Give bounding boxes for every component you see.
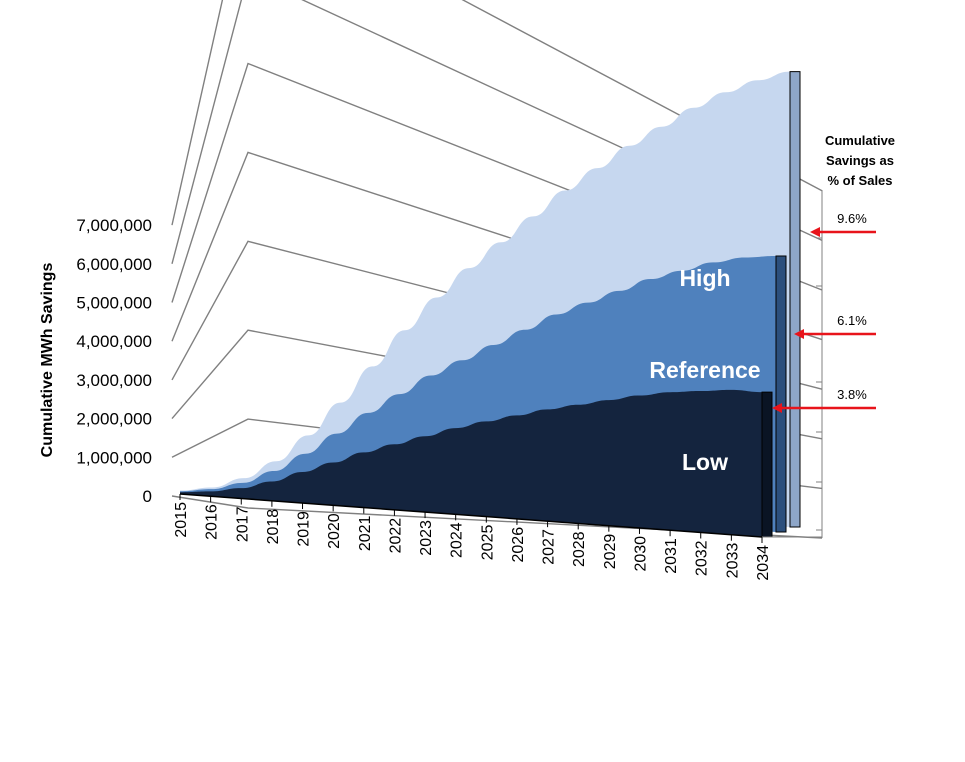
- x-tick-label: 2031: [663, 538, 680, 574]
- gridline: [171, 0, 823, 226]
- secondary-axis-title-line: Cumulative: [825, 133, 895, 148]
- series-label-high: High: [679, 265, 730, 291]
- arrow-head-reference: [794, 329, 804, 339]
- y-axis-title: Cumulative MWh Savings: [39, 263, 56, 458]
- x-tick-label: 2033: [724, 543, 741, 579]
- x-tick-label: 2028: [571, 531, 588, 567]
- arrow-head-high: [810, 227, 820, 237]
- x-tick-label: 2020: [326, 513, 343, 549]
- y-tick-label: 4,000,000: [76, 332, 152, 351]
- y-tick-label: 6,000,000: [76, 255, 152, 274]
- y-tick-label: 7,000,000: [76, 216, 152, 235]
- x-tick-label: 2027: [541, 529, 558, 565]
- x-tick-label: 2022: [387, 518, 404, 554]
- y-tick-label: 3,000,000: [76, 371, 152, 390]
- x-tick-label: 2025: [479, 525, 496, 561]
- x-axis-line: [179, 493, 763, 538]
- x-tick-label: 2030: [632, 536, 649, 572]
- x-tick-label: 2018: [265, 509, 282, 545]
- pct-label-high: 9.6%: [837, 211, 867, 226]
- series-label-low: Low: [682, 449, 728, 475]
- secondary-axis-title-line: Savings as: [826, 153, 894, 168]
- area-low: [180, 389, 762, 537]
- x-tick-label: 2032: [694, 540, 711, 576]
- y-tick-label: 5,000,000: [76, 294, 152, 313]
- secondary-axis-title-line: % of Sales: [827, 173, 892, 188]
- area-cap-low: [761, 391, 773, 538]
- pct-label-low: 3.8%: [837, 387, 867, 402]
- x-tick-label: 2023: [418, 520, 435, 556]
- y-tick-label: 0: [143, 487, 152, 506]
- x-tick-label: 2029: [602, 534, 619, 570]
- x-tick-label: 2015: [173, 502, 190, 538]
- x-tick-label: 2034: [755, 545, 772, 581]
- y-tick-label: 1,000,000: [76, 448, 152, 467]
- area-cap-high: [789, 71, 801, 528]
- series-label-reference: Reference: [649, 357, 760, 383]
- y-tick-label: 2,000,000: [76, 410, 152, 429]
- area-cap-reference: [775, 255, 787, 533]
- x-tick-label: 2017: [234, 506, 251, 542]
- x-tick-label: 2024: [449, 522, 466, 558]
- arrow-head-low: [772, 403, 782, 413]
- x-tick-label: 2016: [204, 504, 221, 540]
- x-tick-label: 2026: [510, 527, 527, 563]
- x-tick-label: 2019: [296, 511, 313, 547]
- pct-label-reference: 6.1%: [837, 313, 867, 328]
- x-tick-label: 2021: [357, 515, 374, 551]
